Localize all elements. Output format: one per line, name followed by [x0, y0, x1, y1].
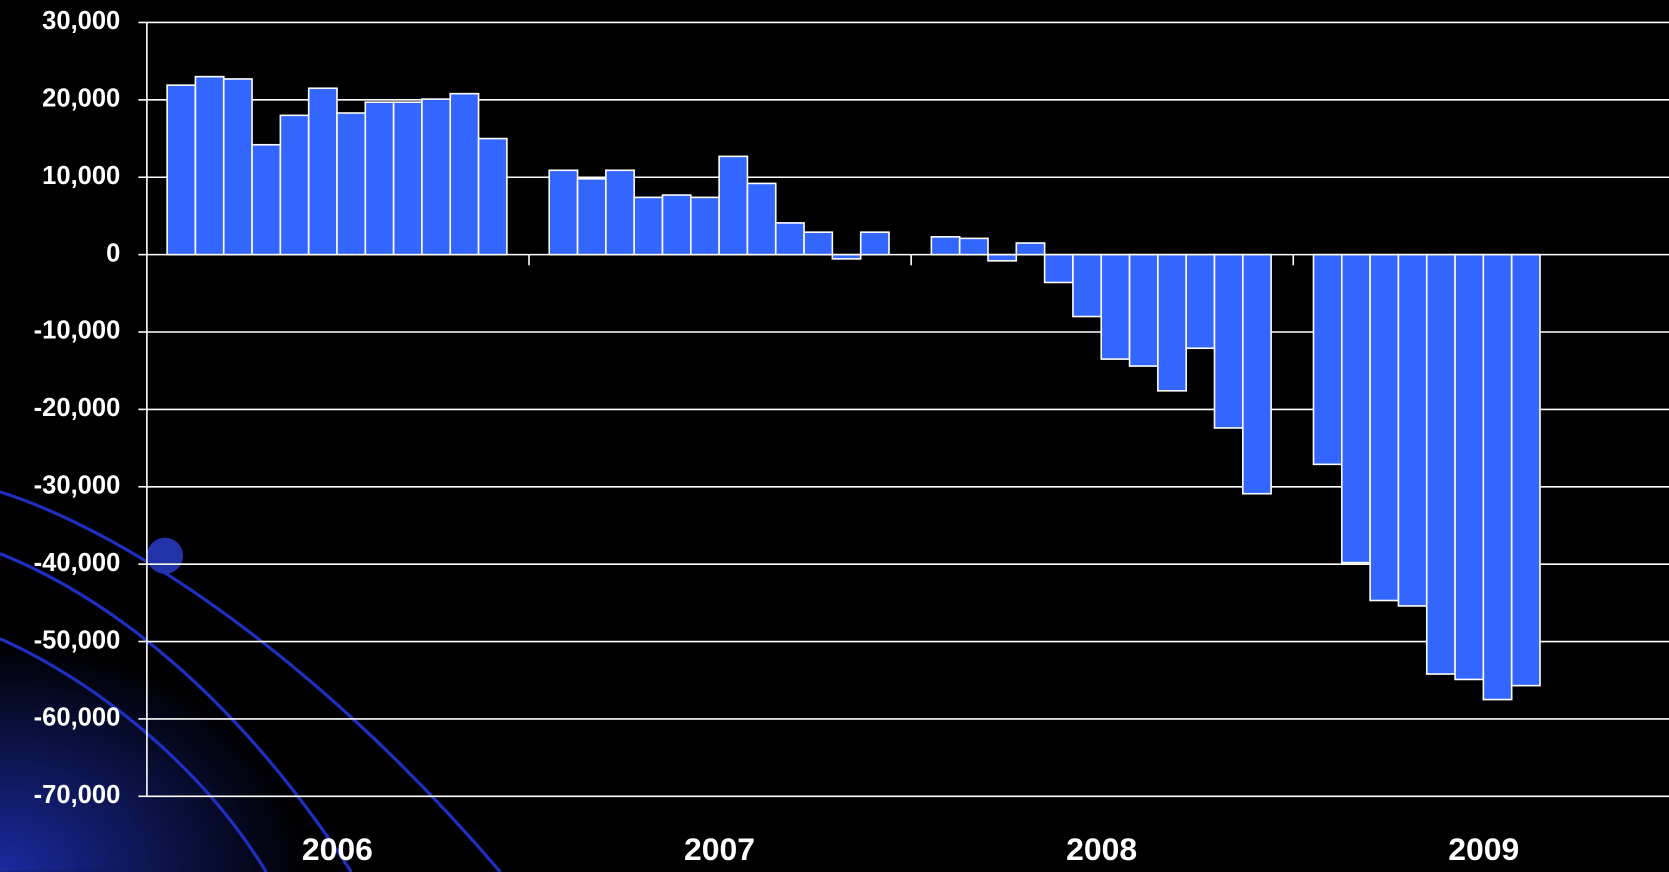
- bar: [747, 183, 775, 254]
- bar: [1214, 255, 1242, 428]
- y-tick-label: -60,000: [34, 704, 121, 732]
- bar: [394, 102, 422, 254]
- bar: [280, 115, 308, 254]
- bar: [1158, 255, 1186, 391]
- y-tick-label: -30,000: [34, 472, 121, 500]
- bar: [422, 99, 450, 255]
- bar: [1512, 255, 1540, 686]
- x-tick-label: 2009: [1448, 831, 1519, 867]
- bar: [988, 255, 1016, 261]
- page: {"chart_data": {"type": "bar", "categori…: [0, 0, 1669, 872]
- bar: [578, 179, 606, 255]
- bar: [167, 85, 195, 254]
- bar: [337, 113, 365, 255]
- bar: [1427, 255, 1455, 674]
- bar: [662, 195, 690, 255]
- bar: [252, 145, 280, 255]
- bar: [634, 197, 662, 254]
- bar: [1130, 255, 1158, 366]
- bar: [1455, 255, 1483, 680]
- bar: [549, 170, 577, 254]
- bar: [195, 77, 223, 255]
- bar: [365, 102, 393, 254]
- bar: [309, 88, 337, 254]
- y-tick-label: -70,000: [34, 781, 121, 809]
- y-tick-label: -20,000: [34, 394, 121, 422]
- bar: [1101, 255, 1129, 359]
- bar: [1045, 255, 1073, 283]
- bar: [1313, 255, 1341, 465]
- bar: [1342, 255, 1370, 563]
- x-tick-label: 2006: [302, 831, 373, 867]
- bar: [1483, 255, 1511, 700]
- bar: [1073, 255, 1101, 317]
- decor-dot: [147, 538, 183, 574]
- bar: [1243, 255, 1271, 494]
- bar: [479, 139, 507, 255]
- bar: [1186, 255, 1214, 349]
- x-tick-label: 2007: [684, 831, 755, 867]
- bar: [861, 232, 889, 254]
- bar: [960, 238, 988, 254]
- y-tick-label: 10,000: [42, 162, 120, 190]
- x-tick-label: 2008: [1066, 831, 1137, 867]
- bar: [804, 232, 832, 254]
- bar: [224, 79, 252, 255]
- y-tick-label: -10,000: [34, 317, 121, 345]
- y-tick-label: -40,000: [34, 549, 121, 577]
- y-tick-label: -50,000: [34, 626, 121, 654]
- chart: 30,000 20,000 10,000 0 -10,000 -20,000 -30,000…: [0, 0, 1669, 872]
- bar: [832, 255, 860, 259]
- bar: [1370, 255, 1398, 601]
- bar: [719, 156, 747, 254]
- bar: [691, 197, 719, 254]
- bar: [931, 237, 959, 255]
- y-tick-label: 30,000: [42, 7, 120, 35]
- y-tick-label: 0: [106, 239, 120, 267]
- bar: [606, 170, 634, 254]
- bar: [450, 94, 478, 255]
- bar: [1398, 255, 1426, 606]
- bar: [1016, 243, 1044, 255]
- y-tick-label: 20,000: [42, 85, 120, 113]
- bar: [776, 223, 804, 255]
